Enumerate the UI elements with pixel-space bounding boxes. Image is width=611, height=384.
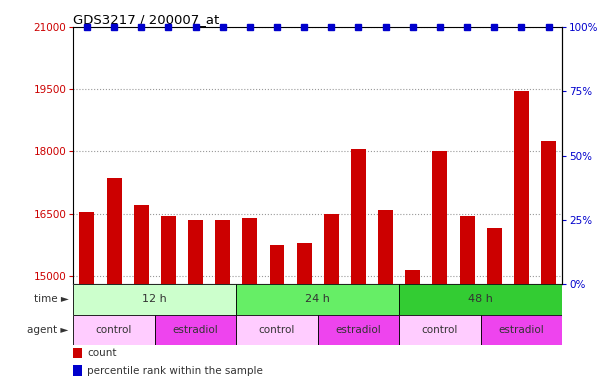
Bar <box>378 210 393 284</box>
Bar <box>405 270 420 284</box>
Text: agent ►: agent ► <box>27 325 68 335</box>
Text: time ►: time ► <box>34 295 68 305</box>
Bar <box>459 216 475 284</box>
Bar <box>399 314 481 345</box>
Bar <box>318 314 399 345</box>
Bar <box>215 220 230 284</box>
Bar <box>236 284 399 314</box>
Text: count: count <box>87 348 117 358</box>
Bar <box>73 314 155 345</box>
Bar <box>155 314 236 345</box>
Bar <box>541 141 556 284</box>
Text: 48 h: 48 h <box>468 295 493 305</box>
Bar <box>297 243 312 284</box>
Text: estradiol: estradiol <box>173 325 218 335</box>
Text: control: control <box>259 325 295 335</box>
Text: estradiol: estradiol <box>335 325 381 335</box>
Bar <box>481 314 562 345</box>
Bar <box>514 91 529 284</box>
Bar <box>433 151 447 284</box>
Bar <box>269 245 285 284</box>
Bar <box>236 314 318 345</box>
Text: estradiol: estradiol <box>499 325 544 335</box>
Bar <box>351 149 366 284</box>
Bar <box>79 212 94 284</box>
Bar <box>161 216 176 284</box>
Text: percentile rank within the sample: percentile rank within the sample <box>87 366 263 376</box>
Bar <box>188 220 203 284</box>
Bar <box>134 205 148 284</box>
Bar <box>73 348 82 358</box>
Text: 12 h: 12 h <box>142 295 167 305</box>
Bar <box>487 228 502 284</box>
Bar <box>106 179 122 284</box>
Bar <box>243 218 257 284</box>
Bar <box>73 366 82 376</box>
Text: 24 h: 24 h <box>306 295 330 305</box>
Text: GDS3217 / 200007_at: GDS3217 / 200007_at <box>73 13 219 26</box>
Text: control: control <box>96 325 132 335</box>
Text: control: control <box>422 325 458 335</box>
Bar <box>324 214 338 284</box>
Bar <box>399 284 562 314</box>
Bar <box>73 284 236 314</box>
